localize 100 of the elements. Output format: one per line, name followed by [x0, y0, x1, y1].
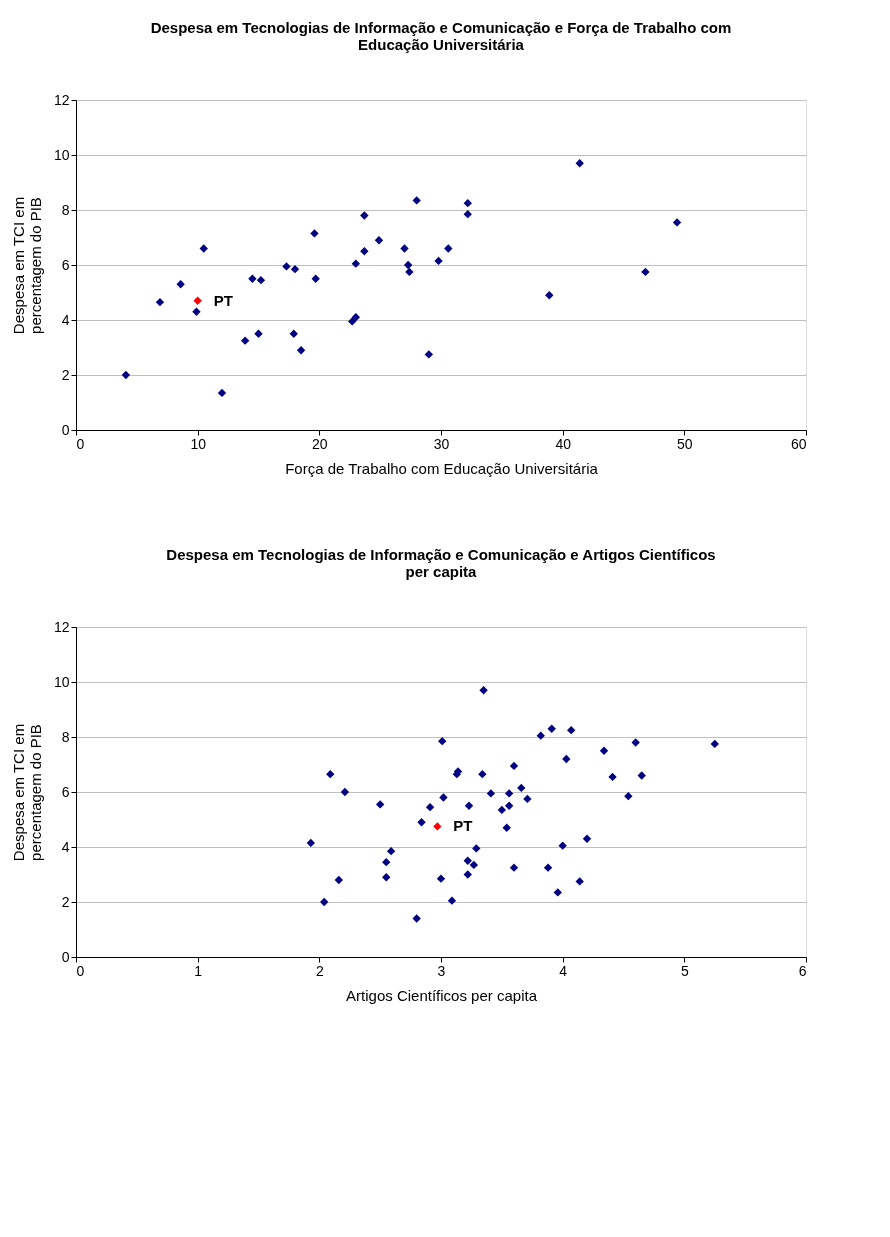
x-tick-label: 40	[555, 435, 572, 452]
point	[199, 244, 208, 253]
point	[155, 297, 165, 307]
x-tick-label: 20	[312, 435, 328, 452]
x-tick-label: 60	[790, 435, 807, 452]
point	[599, 746, 609, 755]
point	[637, 771, 646, 780]
y-tick-label: 4	[61, 311, 70, 328]
point	[240, 336, 250, 345]
x-tick-label: 0	[76, 435, 85, 452]
point	[296, 346, 306, 355]
point	[463, 870, 472, 879]
point	[575, 877, 584, 886]
y-axis-title: Despesa em TCI em percentagem do PIB	[9, 723, 44, 862]
point	[497, 805, 507, 815]
x-tick-label: 4	[559, 962, 568, 979]
point	[444, 244, 453, 253]
x-tick-label: 2	[315, 962, 324, 979]
point	[386, 846, 396, 856]
point	[306, 838, 315, 848]
point	[543, 863, 553, 872]
point	[536, 731, 545, 740]
x-tick-label: 6	[798, 962, 807, 979]
point	[567, 725, 576, 735]
point	[517, 783, 526, 793]
x-axis-title: Força de Trabalho com Educação Universitária	[285, 459, 599, 477]
point	[478, 769, 487, 779]
point	[405, 267, 414, 277]
point	[326, 769, 335, 779]
point	[672, 218, 682, 227]
point	[447, 896, 457, 905]
point	[217, 388, 227, 398]
y-tick-label: 6	[61, 256, 70, 273]
y-tick-label: 0	[61, 948, 70, 965]
point	[438, 736, 447, 746]
y-tick-label: 2	[61, 366, 70, 383]
x-tick-label: 50	[677, 435, 693, 452]
point	[523, 794, 532, 804]
point	[582, 834, 592, 843]
point	[509, 863, 519, 872]
point	[282, 262, 291, 271]
point	[382, 873, 391, 882]
point	[351, 259, 361, 268]
point	[340, 787, 350, 797]
point	[334, 875, 343, 885]
point	[547, 724, 556, 733]
point	[412, 914, 421, 923]
point	[479, 686, 488, 695]
point	[121, 370, 131, 380]
point	[320, 897, 329, 907]
point	[248, 274, 257, 283]
point	[469, 860, 479, 870]
y-tick-label: 8	[61, 201, 70, 218]
point	[348, 317, 357, 326]
point	[360, 247, 369, 256]
point	[608, 772, 617, 782]
point	[509, 761, 519, 771]
point	[710, 739, 719, 749]
point	[256, 275, 266, 285]
point	[504, 789, 514, 798]
x-tick-label: 30	[433, 435, 450, 452]
point	[254, 329, 263, 338]
y-tick-label: 4	[61, 838, 70, 855]
point	[289, 329, 298, 338]
point	[310, 229, 319, 238]
y-tick-label: 12	[53, 91, 70, 108]
point	[434, 256, 443, 266]
point	[553, 888, 562, 897]
point	[424, 350, 434, 359]
x-axis-title: Artigos Científicos per capita	[346, 986, 538, 1004]
y-tick-label: 10	[53, 146, 70, 163]
point	[562, 754, 571, 764]
point	[311, 274, 320, 283]
y-tick-label: 2	[61, 893, 70, 910]
point	[436, 874, 446, 883]
point	[464, 801, 474, 810]
point	[439, 793, 448, 802]
point	[631, 738, 640, 747]
annotation: PT	[453, 817, 473, 835]
y-tick-label: 10	[53, 673, 70, 690]
point	[192, 307, 201, 316]
point	[504, 801, 514, 810]
point	[382, 857, 391, 867]
point	[193, 296, 202, 305]
y-tick-label: 8	[61, 728, 70, 745]
point	[545, 291, 554, 300]
point	[374, 236, 384, 245]
point	[558, 841, 567, 850]
point	[575, 159, 584, 168]
y-tick-label: 6	[61, 783, 70, 800]
point	[403, 260, 413, 270]
point	[641, 267, 650, 277]
point	[463, 198, 472, 208]
point	[360, 211, 369, 220]
x-tick-label: 0	[76, 962, 85, 979]
point	[502, 823, 511, 832]
annotation: PT	[213, 291, 233, 309]
y-tick-label: 12	[53, 618, 70, 635]
point	[290, 264, 300, 274]
point	[472, 844, 481, 853]
